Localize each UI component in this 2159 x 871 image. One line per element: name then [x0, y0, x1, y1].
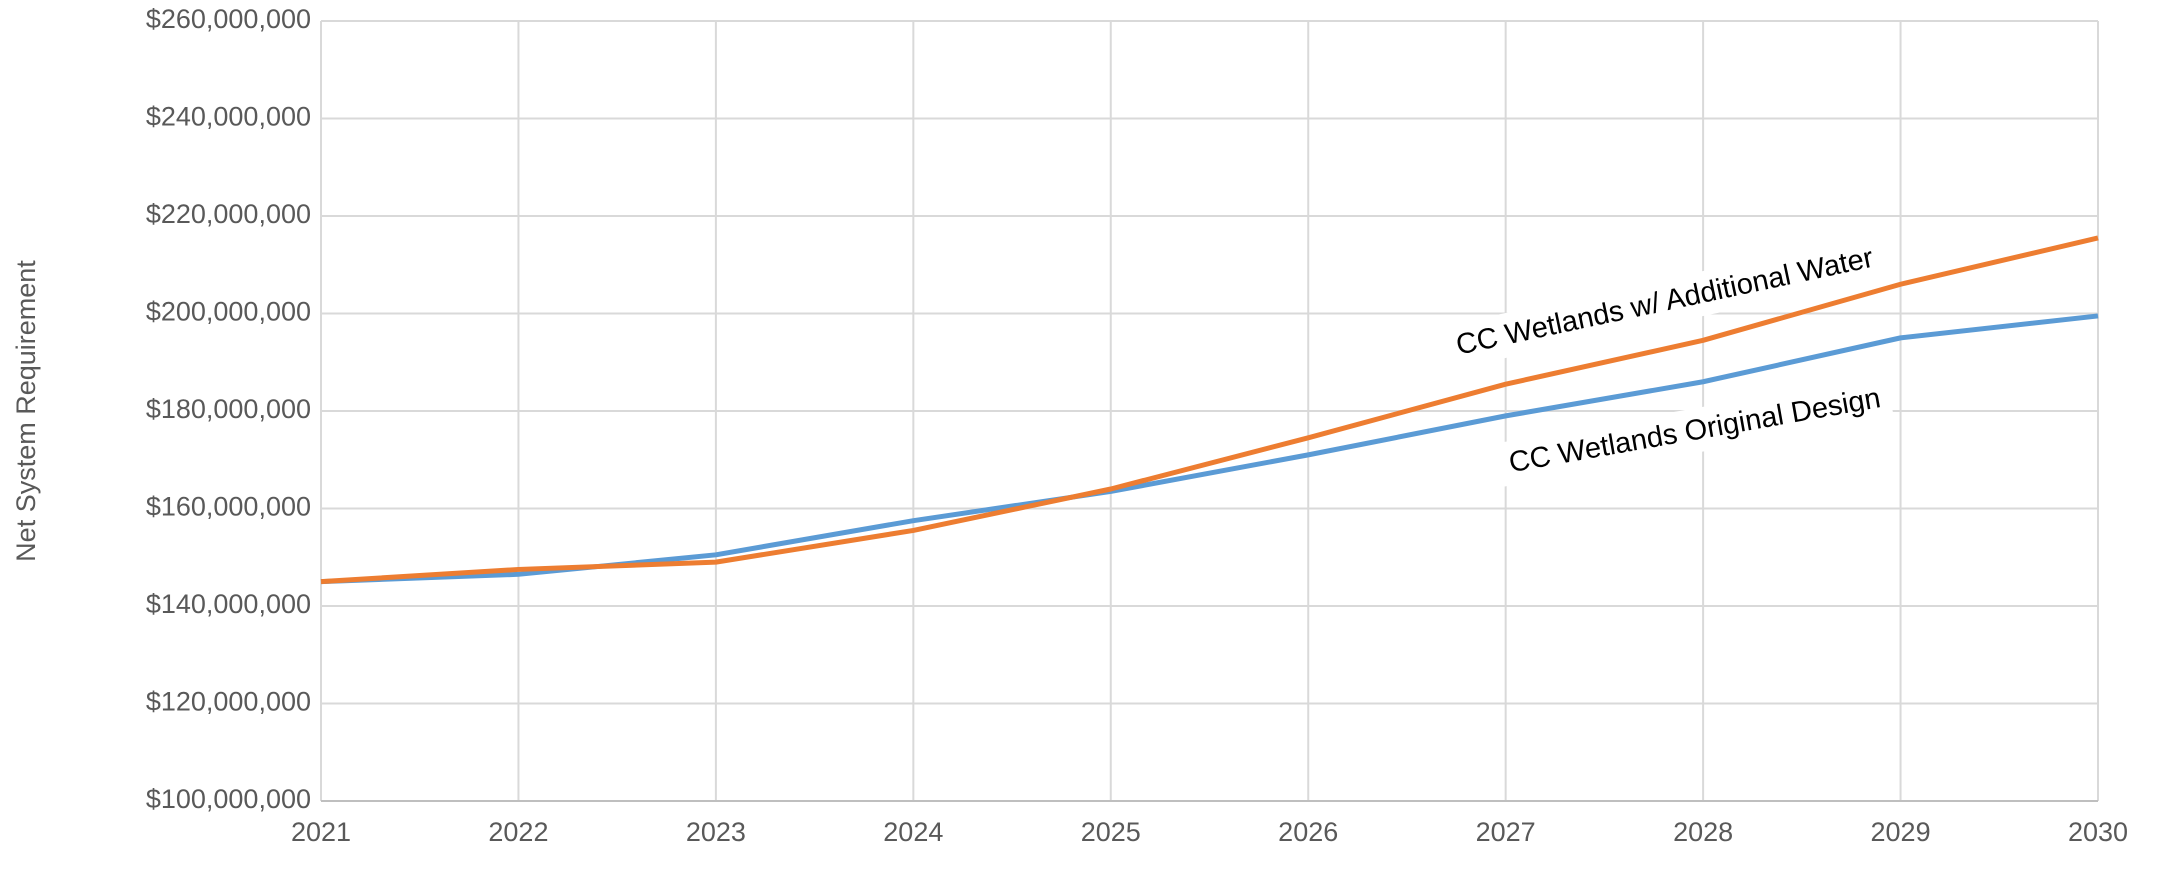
x-tick-label: 2030: [2068, 817, 2128, 847]
x-tick-label: 2025: [1081, 817, 1141, 847]
x-tick-label: 2026: [1278, 817, 1338, 847]
label-background: [1495, 374, 1894, 487]
x-tick-label: 2021: [291, 817, 351, 847]
x-tick-label: 2022: [488, 817, 548, 847]
label-background: [1442, 233, 1888, 370]
y-tick-label: $140,000,000: [146, 589, 311, 619]
series-label-group: CC Wetlands Original Design: [1495, 374, 1894, 487]
line-series: [320, 313, 2099, 585]
y-axis-label: Net System Requirement: [11, 260, 41, 562]
x-tick-label: 2024: [883, 817, 943, 847]
y-tick-label: $120,000,000: [146, 687, 311, 717]
y-tick-label: $180,000,000: [146, 394, 311, 424]
x-tick-label: 2028: [1673, 817, 1733, 847]
y-tick-label: $160,000,000: [146, 492, 311, 522]
y-tick-label: $100,000,000: [146, 784, 311, 814]
series-label: CC Wetlands w/ Additional Water: [1453, 242, 1876, 362]
line-series: [320, 235, 2099, 585]
x-tick-label: 2027: [1476, 817, 1536, 847]
x-tick-label: 2023: [686, 817, 746, 847]
y-tick-label: $220,000,000: [146, 199, 311, 229]
x-tick-label: 2029: [1871, 817, 1931, 847]
y-tick-label: $260,000,000: [146, 4, 311, 34]
y-tick-label: $240,000,000: [146, 102, 311, 132]
series-label: CC Wetlands Original Design: [1507, 382, 1883, 479]
y-tick-label: $200,000,000: [146, 297, 311, 327]
